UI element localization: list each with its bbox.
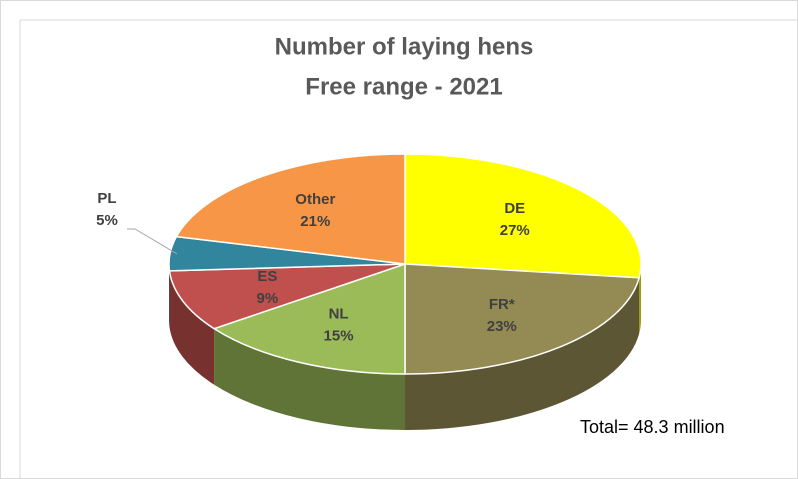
slice-label: Other [295,191,335,208]
slice [175,153,406,265]
slice-side [405,277,640,430]
slice-value-label: 21% [300,213,330,230]
slice [212,262,406,375]
annotation: Total= 48.3 million [580,417,725,437]
slice-label: PL [97,190,116,207]
slice-label: FR* [489,296,515,313]
slice [404,153,642,279]
slice [404,263,641,375]
slice-value-label: 5% [96,212,118,229]
slice-side [639,264,641,334]
slice-value-label: 27% [500,222,530,239]
slice-value-label: 23% [487,318,517,335]
slice-label: NL [329,306,349,323]
slice-label: DE [504,200,525,217]
chart-subtitle: Free range - 2021 [305,73,502,100]
slice-value-label: 15% [324,328,354,345]
slice-label: ES [257,268,277,285]
slice-side [214,328,405,430]
slice [168,263,406,330]
slice-value-label: 9% [256,290,278,307]
leader-line [127,228,178,255]
chart-title: Number of laying hens [275,33,534,60]
